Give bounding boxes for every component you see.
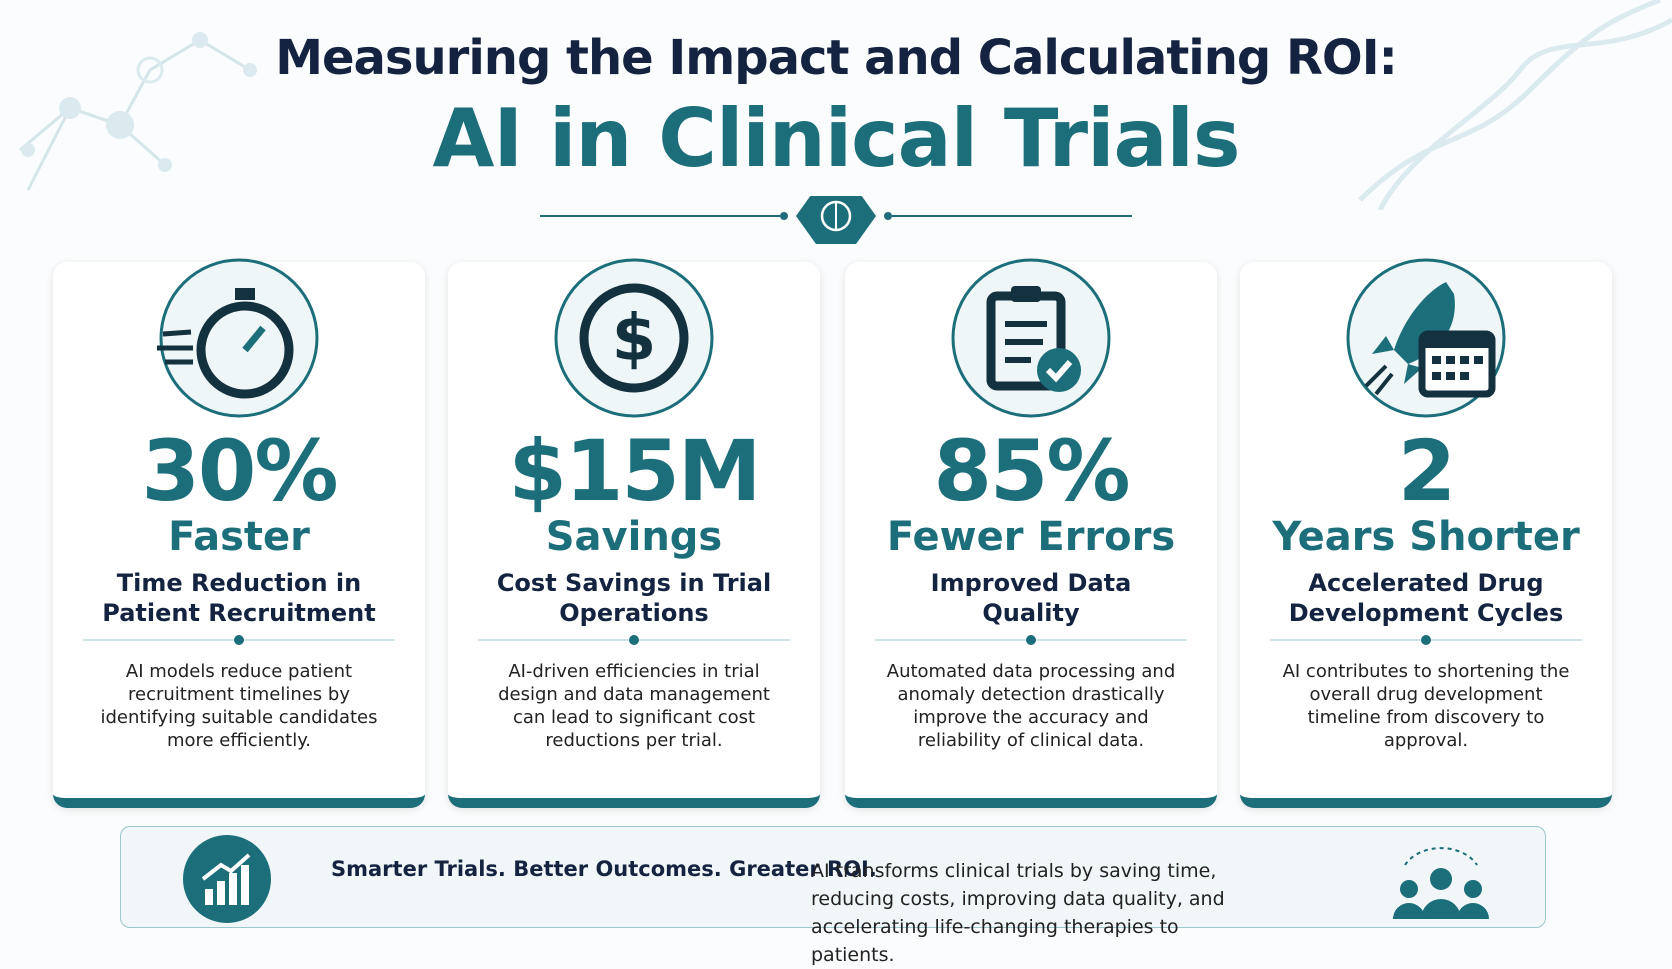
card-heading: Improved Data Quality xyxy=(930,569,1132,627)
footer-tagline: Smarter Trials. Better Outcomes. Greater… xyxy=(331,857,877,881)
clipboard-icon xyxy=(951,258,1111,418)
stat-value: 30% xyxy=(141,422,338,520)
rocket-icon xyxy=(1346,258,1506,418)
molecule-decoration xyxy=(19,32,257,191)
title: Measuring the Impact and Calculating ROI… xyxy=(275,30,1398,86)
page-body: Measuring the Impact and Calculating ROI… xyxy=(19,0,1672,966)
stat-value: 85% xyxy=(933,422,1130,520)
people-icon xyxy=(1393,847,1489,919)
card-body: AI models reduce patient recruitment tim… xyxy=(100,661,378,751)
growth-icon xyxy=(183,835,271,923)
card-separator xyxy=(875,635,1187,645)
footer-banner: Smarter Trials. Better Outcomes. Greater… xyxy=(120,826,1546,966)
subtitle: AI in Clinical Trials xyxy=(432,92,1240,185)
card-heading: Cost Savings in Trial Operations xyxy=(496,569,772,627)
card-body: AI contributes to shortening the overall… xyxy=(1282,661,1570,751)
stat-value: 2 xyxy=(1397,422,1456,520)
stat-card: 30% Faster Time Reduction in Patient Rec… xyxy=(53,258,425,808)
card-heading: Time Reduction in Patient Recruitment xyxy=(102,569,376,627)
page: AI in Clinical Trials {"header":{"title"… xyxy=(19,0,1672,966)
footer-text: AI transforms clinical trials by saving … xyxy=(811,860,1225,966)
title-divider xyxy=(540,196,1132,244)
stat-value: $15M xyxy=(508,422,762,520)
stat-card: 2 Years Shorter Accelerated Drug Develop… xyxy=(1240,258,1612,808)
card-separator xyxy=(478,635,790,645)
card-body: AI-driven efficiencies in trial design a… xyxy=(498,661,770,751)
stopwatch-icon xyxy=(157,258,319,418)
stat-label: Fewer Errors xyxy=(886,514,1176,560)
svg-text:$: $ xyxy=(612,302,657,376)
stat-card: $ $15M Savings Cost Savings in Trial Ope… xyxy=(448,258,820,808)
card-body: Automated data processing and anomaly de… xyxy=(886,661,1176,751)
stat-label: Years Shorter xyxy=(1272,514,1580,560)
card-separator xyxy=(83,635,395,645)
stat-card: 85% Fewer Errors Improved Data Quality A… xyxy=(845,258,1217,808)
card-separator xyxy=(1270,635,1582,645)
stat-label: Faster xyxy=(168,514,310,560)
dna-decoration xyxy=(1358,0,1672,210)
stat-label: Savings xyxy=(545,514,723,560)
dollar-icon: $ xyxy=(554,258,714,418)
card-heading: Accelerated Drug Development Cycles xyxy=(1288,569,1564,627)
